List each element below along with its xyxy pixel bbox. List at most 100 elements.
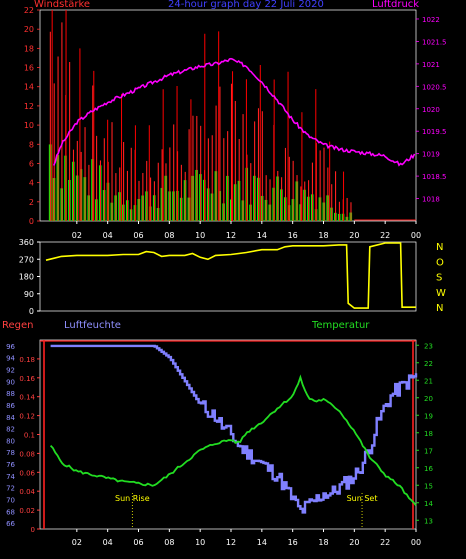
time-tick-label: 12 bbox=[226, 231, 236, 240]
time-tick-label: 12 bbox=[226, 538, 236, 547]
wind-tick-label: 2 bbox=[29, 198, 34, 207]
wind-tick-label: 16 bbox=[24, 64, 34, 73]
time-tick-label: 14 bbox=[257, 231, 267, 240]
sunrise-label: Sun Rise bbox=[115, 494, 150, 503]
time-tick-label: 18 bbox=[318, 231, 328, 240]
temperature-line bbox=[49, 374, 417, 507]
humidity-tick-label: 76 bbox=[6, 461, 15, 469]
compass-label: S bbox=[436, 273, 442, 284]
wind-tick-label: 6 bbox=[29, 159, 34, 168]
time-tick-label: 06 bbox=[133, 538, 143, 547]
humidity-tick-label: 92 bbox=[6, 367, 15, 375]
pressure-tick-label: 1019.5 bbox=[422, 128, 447, 136]
rain-tick-label: 0.08 bbox=[19, 450, 35, 458]
wind-tick-label: 18 bbox=[24, 44, 34, 53]
humidity-tick-label: 72 bbox=[6, 485, 15, 493]
humidity-tick-label: 90 bbox=[6, 378, 15, 386]
time-tick-label: 18 bbox=[318, 538, 328, 547]
wind-tick-label: 8 bbox=[29, 140, 34, 149]
time-tick-label: 10 bbox=[195, 538, 205, 547]
time-tick-label: 14 bbox=[257, 538, 267, 547]
rain-tick-label: 0.02 bbox=[19, 507, 35, 515]
humidity-tick-label: 66 bbox=[6, 520, 15, 528]
wind-tick-label: 14 bbox=[24, 83, 34, 92]
rain-tick-label: 0.12 bbox=[19, 413, 35, 421]
compass-label: W bbox=[436, 288, 446, 299]
humidity-tick-label: 74 bbox=[6, 473, 15, 481]
temperature-tick-label: 17 bbox=[424, 447, 433, 455]
wind-axis-title: Windstärke bbox=[34, 0, 91, 10]
humidity-tick-label: 82 bbox=[6, 426, 15, 434]
temperature-tick-label: 19 bbox=[424, 412, 433, 420]
humidity-tick-label: 86 bbox=[6, 402, 15, 410]
time-tick-label: 20 bbox=[349, 538, 359, 547]
humidity-line bbox=[50, 344, 418, 514]
time-tick-label: 10 bbox=[195, 231, 205, 240]
wind-tick-label: 0 bbox=[29, 217, 34, 226]
compass-label: N bbox=[436, 242, 443, 253]
pressure-line bbox=[52, 57, 416, 167]
pressure-tick-label: 1018.5 bbox=[422, 173, 447, 181]
time-tick-label: 04 bbox=[103, 231, 113, 240]
temperature-axis-title: Temperatur bbox=[312, 320, 370, 331]
pressure-tick-label: 1022 bbox=[422, 16, 440, 24]
humidity-tick-label: 80 bbox=[6, 437, 15, 445]
temperature-tick-label: 20 bbox=[424, 395, 433, 403]
temperature-tick-label: 13 bbox=[424, 517, 433, 525]
humidity-tick-label: 84 bbox=[6, 414, 15, 422]
pressure-tick-label: 1021.5 bbox=[422, 38, 447, 46]
pressure-axis-title: Luftdruck bbox=[372, 0, 420, 10]
pressure-tick-label: 1019 bbox=[422, 151, 440, 159]
temperature-tick-label: 16 bbox=[424, 465, 433, 473]
rain-tick-label: 0.06 bbox=[19, 469, 35, 477]
temperature-tick-label: 15 bbox=[424, 482, 433, 490]
direction-tick-label: 0 bbox=[29, 307, 34, 316]
humidity-axis-title: Luftfeuchte bbox=[64, 320, 121, 331]
direction-tick-label: 360 bbox=[19, 238, 34, 247]
pressure-tick-label: 1020.5 bbox=[422, 83, 447, 91]
wind-tick-label: 22 bbox=[24, 6, 34, 15]
humidity-tick-label: 68 bbox=[6, 508, 15, 516]
humidity-tick-label: 88 bbox=[6, 390, 15, 398]
graph-title: 24-hour graph day 22 Juli 2020 bbox=[168, 0, 324, 10]
time-tick-label: 16 bbox=[288, 538, 298, 547]
rain-tick-label: 0 bbox=[31, 526, 35, 534]
time-tick-label: 16 bbox=[288, 231, 298, 240]
sunset-label: Sun Set bbox=[347, 494, 378, 503]
temperature-tick-label: 14 bbox=[424, 500, 433, 508]
pressure-tick-label: 1020 bbox=[422, 106, 440, 114]
time-tick-label: 06 bbox=[133, 231, 143, 240]
compass-label: N bbox=[436, 303, 443, 314]
panel2-frame bbox=[39, 241, 417, 312]
direction-tick-label: 270 bbox=[19, 255, 34, 264]
humidity-tick-label: 70 bbox=[6, 496, 15, 504]
wind-tick-label: 20 bbox=[24, 25, 34, 34]
temperature-tick-label: 23 bbox=[424, 342, 433, 350]
temperature-tick-label: 22 bbox=[424, 360, 433, 368]
humidity-tick-label: 96 bbox=[6, 343, 15, 351]
rain-tick-label: 0.04 bbox=[19, 488, 35, 496]
humidity-tick-label: 78 bbox=[6, 449, 15, 457]
time-tick-label: 22 bbox=[380, 538, 390, 547]
time-tick-label: 00 bbox=[411, 538, 421, 547]
pressure-tick-label: 1018 bbox=[422, 196, 440, 204]
humidity-tick-label: 94 bbox=[6, 355, 15, 363]
rain-tick-label: 0.16 bbox=[19, 375, 35, 383]
time-tick-label: 02 bbox=[72, 538, 82, 547]
wind-tick-label: 10 bbox=[24, 121, 34, 130]
wind-direction-line bbox=[45, 242, 416, 309]
time-tick-label: 08 bbox=[164, 231, 174, 240]
rain-axis-title: Regen bbox=[2, 320, 34, 331]
time-tick-label: 02 bbox=[72, 231, 82, 240]
rain-tick-label: 0.18 bbox=[19, 356, 35, 364]
temperature-tick-label: 21 bbox=[424, 377, 433, 385]
time-tick-label: 00 bbox=[411, 231, 421, 240]
pressure-tick-label: 1021 bbox=[422, 61, 440, 69]
temperature-tick-label: 18 bbox=[424, 430, 433, 438]
compass-label: O bbox=[436, 257, 444, 268]
wind-tick-label: 12 bbox=[24, 102, 34, 111]
time-tick-label: 08 bbox=[164, 538, 174, 547]
rain-tick-label: 0.1 bbox=[24, 432, 35, 440]
